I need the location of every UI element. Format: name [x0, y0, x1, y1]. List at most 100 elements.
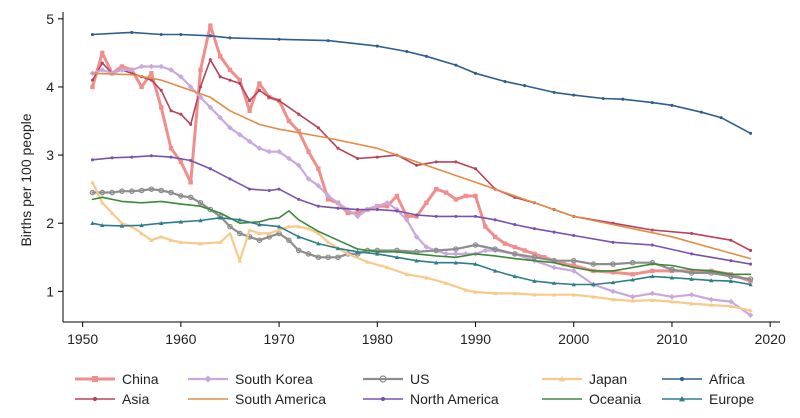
- data-point: [413, 234, 420, 240]
- data-point: [159, 105, 164, 110]
- data-point: [227, 231, 233, 236]
- data-point: [168, 146, 174, 151]
- data-point: [236, 230, 243, 237]
- data-point: [335, 254, 341, 261]
- data-point: [512, 244, 518, 250]
- legend-item-africa: Africa: [662, 371, 745, 387]
- data-point: [178, 193, 184, 199]
- data-point: [179, 32, 183, 37]
- data-point: [247, 108, 252, 113]
- data-point: [178, 159, 184, 165]
- data-point: [492, 268, 498, 273]
- legend-label: Oceania: [589, 391, 641, 407]
- data-point: [306, 226, 311, 231]
- data-point: [296, 129, 301, 134]
- x-tick-label: 2000: [558, 331, 589, 347]
- data-point: [394, 193, 400, 199]
- data-point: [532, 251, 537, 257]
- data-point: [110, 156, 114, 160]
- y-axis-ticks: 1 2 3 4 5: [46, 11, 63, 299]
- data-point: [415, 213, 419, 217]
- data-point: [197, 94, 204, 100]
- data-point: [473, 289, 478, 294]
- data-point: [325, 254, 331, 261]
- data-point: [405, 49, 409, 54]
- data-point: [198, 67, 203, 73]
- data-point: [669, 275, 675, 280]
- data-point: [522, 248, 527, 253]
- series-us: [89, 186, 754, 282]
- data-point: [335, 246, 341, 251]
- data-point: [748, 262, 753, 266]
- data-point: [434, 186, 439, 192]
- data-point: [130, 155, 134, 159]
- data-point: [119, 67, 125, 73]
- data-point: [748, 308, 753, 313]
- data-point: [159, 88, 163, 92]
- data-point: [591, 282, 596, 287]
- data-point: [316, 204, 320, 208]
- data-point: [208, 58, 212, 62]
- data-point: [523, 84, 527, 88]
- data-point: [365, 259, 370, 264]
- data-point: [502, 241, 508, 246]
- data-point: [629, 259, 636, 266]
- data-point: [169, 155, 173, 159]
- data-point: [748, 282, 753, 287]
- data-point: [267, 95, 271, 99]
- data-point: [610, 261, 616, 267]
- data-point: [100, 50, 105, 56]
- data-point: [178, 240, 184, 245]
- data-point: [316, 126, 320, 130]
- legend-item-north-america: North America: [363, 391, 499, 407]
- data-point: [99, 67, 106, 73]
- data-point: [630, 272, 635, 277]
- data-point: [689, 301, 694, 306]
- data-point: [189, 158, 193, 163]
- data-point: [708, 296, 715, 303]
- data-point: [404, 272, 409, 277]
- data-point: [267, 231, 272, 236]
- series-europe: [90, 215, 753, 287]
- data-point: [257, 222, 262, 227]
- data-point: [159, 221, 164, 225]
- data-point: [552, 90, 556, 94]
- legend-item-south-korea: South Korea: [188, 371, 313, 387]
- legend-label: Europe: [709, 391, 754, 407]
- data-point: [148, 63, 155, 70]
- data-point: [532, 227, 536, 231]
- x-tick-label: 1990: [460, 331, 491, 347]
- data-point: [276, 224, 282, 229]
- data-point: [286, 118, 292, 124]
- data-point: [99, 189, 106, 196]
- data-point: [356, 156, 360, 161]
- data-point: [109, 210, 115, 215]
- data-point: [395, 209, 399, 213]
- data-point: [728, 278, 734, 283]
- data-point: [650, 243, 654, 247]
- data-point: [512, 274, 518, 279]
- data-point: [187, 84, 194, 90]
- data-point: [375, 251, 380, 256]
- data-point: [649, 290, 656, 297]
- data-point: [277, 99, 281, 103]
- data-point: [325, 193, 331, 199]
- data-point: [453, 246, 459, 252]
- data-point: [297, 112, 301, 116]
- data-point: [207, 104, 214, 111]
- data-point: [316, 241, 321, 246]
- data-point: [748, 131, 753, 135]
- data-point: [179, 112, 183, 116]
- legend-item-japan: Japan: [542, 371, 627, 387]
- data-point: [286, 224, 292, 229]
- x-tick-label: 1980: [362, 331, 393, 347]
- data-point: [688, 291, 695, 298]
- data-point: [100, 200, 105, 205]
- data-point: [227, 125, 233, 131]
- legend-marker: [679, 376, 685, 382]
- data-point: [169, 109, 173, 113]
- data-point: [473, 214, 478, 218]
- series-line-south-america: [91, 72, 752, 260]
- data-point: [473, 261, 478, 266]
